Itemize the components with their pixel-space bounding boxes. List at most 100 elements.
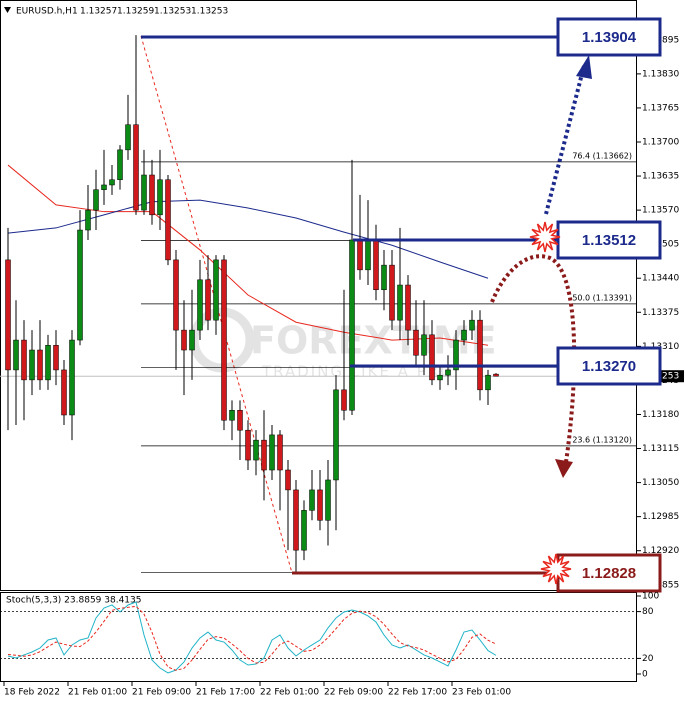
candle-body	[373, 239, 379, 291]
candle-body	[117, 149, 123, 180]
candle-body	[181, 329, 187, 351]
y-tick-label: 1.13700	[642, 137, 679, 147]
symbol: EURUSD.h,H1	[16, 7, 78, 17]
y-tick-label: 1.13570	[642, 206, 679, 216]
candle-body	[317, 489, 323, 521]
candle-body	[493, 373, 499, 377]
candle-body	[453, 339, 459, 371]
candle-body	[285, 469, 291, 491]
candle-body	[397, 284, 403, 321]
up-arrow-head	[576, 55, 592, 79]
down-arrow	[490, 254, 577, 463]
annotations	[490, 55, 592, 478]
candle-body	[173, 259, 179, 331]
candle-body	[469, 319, 475, 331]
candle-body	[133, 124, 139, 211]
candle-body	[429, 334, 435, 381]
annotation-box	[556, 220, 662, 260]
level-label: 23.6 (1.13120)	[572, 435, 632, 444]
y-tick-label: 1.13440	[642, 274, 679, 284]
y-tick-label: 1.13765	[642, 103, 679, 113]
candle-body	[141, 174, 147, 211]
candle-body	[37, 349, 43, 381]
candle-body	[157, 179, 163, 216]
stoch-line	[7, 605, 497, 671]
x-tick-label: 22 Feb 09:00	[324, 688, 383, 698]
y-tick-label: 1.13635	[642, 172, 679, 182]
x-tick-label: 21 Feb 09:00	[132, 688, 191, 698]
candle-body	[85, 209, 91, 231]
x-tick-label: 21 Feb 01:00	[68, 688, 127, 698]
candle-body	[477, 319, 483, 391]
candle-body	[229, 410, 235, 421]
candle-body	[237, 410, 243, 431]
annotation-box	[556, 17, 662, 57]
y-tick-label: 1.13830	[642, 69, 679, 79]
candle-body	[189, 329, 195, 351]
candle-body	[357, 239, 363, 271]
candle-body	[365, 239, 371, 271]
stoch-line	[7, 601, 497, 674]
candle-body	[389, 264, 395, 321]
y-tick-label: 1.13375	[642, 308, 679, 318]
candle-body	[421, 334, 427, 356]
candle-body	[101, 184, 107, 190]
candle-body	[445, 369, 451, 376]
candle-body	[261, 439, 267, 471]
x-tick-label: 21 Feb 17:00	[196, 688, 255, 698]
level-label: 76.4 (1.13662)	[572, 151, 632, 160]
candle-body	[53, 345, 59, 371]
candle-body	[253, 439, 259, 461]
y-tick-label: 0	[642, 670, 648, 680]
candle-body	[69, 339, 75, 416]
candle-body	[277, 434, 283, 471]
candle-body	[301, 510, 307, 551]
candle-body	[13, 339, 19, 371]
starburst	[529, 221, 561, 253]
starburst	[540, 553, 572, 585]
candle-body	[109, 179, 115, 186]
y-tick-label: 1.12985	[642, 512, 679, 522]
candle-body	[405, 284, 411, 331]
annotation-text: 1.13270	[582, 358, 636, 375]
y-tick-label: 1.13180	[642, 410, 679, 420]
menu-icon	[4, 7, 11, 13]
candle-body	[381, 264, 387, 291]
candle-body	[61, 369, 67, 416]
x-tick-label: 18 Feb 2022	[4, 688, 60, 698]
candle-body	[213, 259, 219, 321]
y-tick-label: 1.13115	[642, 444, 679, 454]
quote-value: 1.13259	[117, 7, 154, 17]
y-tick-label: 80	[642, 607, 654, 617]
candle-body	[333, 389, 339, 481]
x-tick-label: 23 Feb 01:00	[452, 688, 511, 698]
annotation-text: 1.13512	[582, 232, 636, 249]
candle-body	[269, 434, 275, 471]
candle-body	[341, 389, 347, 411]
up-arrow	[544, 65, 586, 215]
candle-body	[245, 429, 251, 461]
candle-body	[221, 259, 227, 421]
x-tick-label: 22 Feb 01:00	[260, 688, 319, 698]
quote-value: 1.13253	[154, 7, 191, 17]
candle-body	[45, 345, 51, 381]
quote-value: 1.13253	[191, 7, 228, 17]
quote-value: 1.13257	[80, 7, 117, 17]
annotation-box	[556, 346, 662, 386]
candle-body	[461, 329, 467, 341]
candle-body	[165, 179, 171, 261]
x-tick-label: 22 Feb 17:00	[388, 688, 447, 698]
stoch-title: Stoch(5,3,3) 23.8859 38.4135	[6, 596, 141, 606]
candle-body	[125, 124, 131, 151]
candle-body	[197, 279, 203, 331]
annotation-text: 1.12828	[582, 565, 636, 582]
candle-body	[309, 489, 315, 511]
candles	[5, 35, 499, 574]
candle-body	[5, 259, 11, 371]
candle-body	[29, 349, 35, 381]
candle-body	[205, 279, 211, 321]
stoch-panel	[0, 592, 637, 682]
candle-body	[437, 374, 443, 381]
candle-body	[413, 329, 419, 356]
